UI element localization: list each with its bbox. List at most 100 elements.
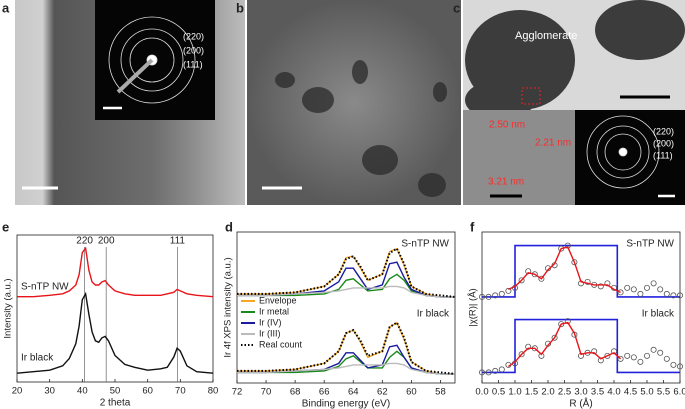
plot-frame [481,231,681,384]
data-point [538,275,545,282]
saed-inset-c [575,110,685,205]
agglomerate-label: Agglomerate [515,30,577,42]
series-line [237,273,455,298]
hrtem-inset [463,110,575,205]
legend-label: Ir (III) [259,328,281,338]
data-point [492,367,499,374]
x-tick-label: 60 [406,387,417,398]
data-point [677,292,684,299]
x-tick-label: 0.0 [475,387,488,398]
data-point [525,268,532,275]
x-tick-label: 3.5 [591,387,604,398]
group-label: S-nTP NW [626,239,674,250]
peak-label: 220 [76,236,93,247]
data-point [478,369,485,376]
x-tick-label: 6.0 [673,387,685,398]
data-point [525,343,532,350]
data-point [551,334,558,341]
data-point [657,286,664,293]
beam-stop [116,58,154,94]
panel-label: a [2,0,10,15]
series-label: Ir black [21,353,54,364]
legend-label: Ir (IV) [259,317,282,327]
series-label: S-nTP NW [21,282,69,293]
data-point [650,346,657,353]
x-tick-label: 66 [319,387,330,398]
series-line [237,247,456,298]
zoom-box [521,87,541,105]
series-line [237,321,456,375]
y-axis-label: |χ(R)| (Å) [468,288,479,326]
x-tick-label: 20 [12,386,23,397]
data-point [637,290,644,297]
data-point [584,278,591,285]
data-point [571,259,578,266]
ring-label: (111) [653,150,673,160]
x-tick-label: 60 [142,386,153,397]
x-tick-label: 1.0 [508,387,521,398]
tem-image-b [247,0,461,205]
x-tick-label: 40 [77,386,88,397]
x-tick-label: 70 [175,386,186,397]
panel-label: b [236,0,244,15]
fit-window [482,244,680,298]
x-tick-label: 5.5 [657,387,670,398]
diffraction-rings [586,115,660,189]
data-point [518,351,525,358]
x-tick-label: 1.5 [525,387,538,398]
plot-frame [236,231,456,384]
panel-label: e [2,219,9,234]
ring-label: (220) [183,31,204,41]
data-point [485,293,492,300]
data-point [677,363,684,370]
data-point [492,292,499,299]
peak-label: 200 [98,236,115,247]
x-tick-label: 80 [208,386,219,397]
data-point [611,348,618,355]
x-axis-label: R (Å) [569,397,592,409]
data-point [617,355,624,362]
x-tick-label: 5.0 [640,387,653,398]
data-point [663,290,670,297]
data-point [498,366,505,373]
lattice-spacing: 2.21 nm [535,138,571,149]
panel-label: f [470,219,475,234]
series-line [237,285,455,298]
x-tick-label: 64 [348,387,359,398]
ring-label: (220) [653,126,674,136]
data-point [604,352,611,359]
data-point [630,286,637,293]
x-tick-label: 4.0 [607,387,620,398]
x-axis-label: Binding energy (eV) [302,399,390,409]
particles [275,60,447,197]
data-point [478,293,485,300]
data-point [591,348,598,355]
data-point [624,284,631,291]
x-tick-label: 58 [435,387,446,398]
data-point [617,289,624,296]
group-label: Ir black [642,309,675,320]
data-point [663,355,670,362]
data-point [670,292,677,299]
data-point [657,349,664,356]
x-tick-label: 68 [290,387,301,398]
ring-label: (200) [653,138,674,148]
x-tick-label: 3.0 [574,387,587,398]
data-point [670,361,677,368]
ring-label: (111) [183,59,203,69]
data-point [630,354,637,361]
lattice-spacing: 3.21 nm [488,177,524,188]
data-point [485,369,492,376]
x-tick-label: 70 [261,387,272,398]
ring-label: (200) [183,45,204,55]
series-line [508,321,622,367]
panel-label: d [225,219,233,234]
data-point [518,277,525,284]
data-point [650,280,657,287]
x-tick-label: 30 [44,386,55,397]
data-point [624,352,631,359]
x-axis-label: 2 theta [100,398,131,409]
peak-label: 111 [170,236,186,247]
